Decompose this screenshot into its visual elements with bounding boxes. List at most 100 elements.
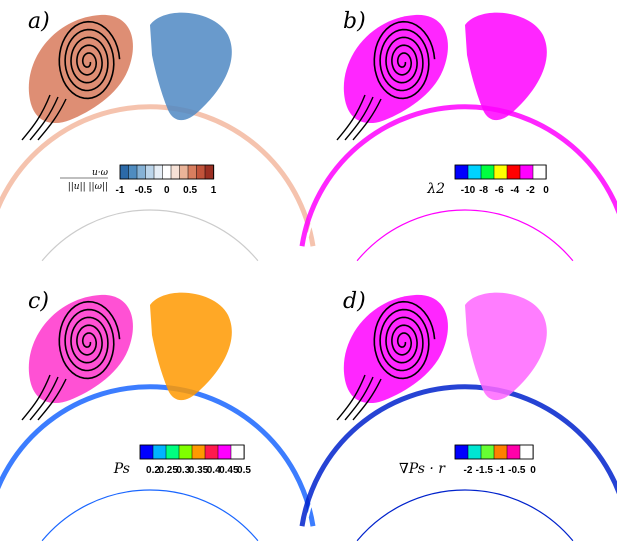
- left-vortex-region: [343, 294, 448, 404]
- colorbar-swatch: [162, 164, 172, 180]
- streamline: [336, 374, 366, 421]
- streamline: [21, 374, 51, 421]
- streamline-spiral: [373, 300, 436, 380]
- colorbar-swatch: [153, 164, 164, 180]
- colorbar-swatch: [152, 444, 167, 460]
- colorbar-swatch: [165, 444, 180, 460]
- colorbar-swatch: [139, 444, 154, 460]
- body-outline: [41, 209, 259, 262]
- colorbar-tick-label: -6: [495, 185, 504, 196]
- colorbar-tick-label: -0.5: [508, 465, 526, 476]
- streamline: [29, 96, 59, 141]
- body-outline: [356, 209, 574, 262]
- panel-label: d): [343, 289, 366, 314]
- colorbar: -2 -1.5 -1 -0.5 0 ∇Ps · r: [399, 444, 536, 477]
- colorbar-tick-label: -1.5: [476, 465, 494, 476]
- colorbar-swatch: [506, 444, 521, 460]
- body-surface: [0, 110, 309, 238]
- colorbar-title: λ2: [426, 181, 445, 197]
- body-surface: [306, 390, 617, 518]
- streamline: [336, 94, 366, 141]
- colorbar-tick-label: -8: [479, 185, 488, 196]
- colorbar-tick-label: -2: [464, 465, 473, 476]
- shear-layer-band: [299, 104, 617, 247]
- colorbar-swatch: [230, 444, 245, 460]
- colorbar-tick-label: -1: [116, 185, 125, 196]
- panel-b: b) -10 -8 -6 -4 -2 0 λ2: [299, 9, 617, 262]
- colorbar-tick-label: 0.2: [146, 465, 160, 476]
- colorbar-tick-label: 0.3: [176, 465, 190, 476]
- colorbar-tick-label: 0: [530, 465, 536, 476]
- left-vortex-region: [28, 14, 133, 124]
- colorbar-swatch: [128, 164, 138, 180]
- colorbar-tick-label: 0.35: [189, 465, 209, 476]
- colorbar-swatch: [196, 164, 206, 180]
- colorbar-swatch: [119, 164, 130, 180]
- streamline: [37, 378, 67, 421]
- panel-a: a) -1 -0.5 0 0.5 1 u·ω ||u|| ||ω||: [0, 9, 316, 262]
- colorbar-swatch: [493, 444, 508, 460]
- streamline-spiral: [58, 300, 121, 380]
- colorbar-swatch: [136, 164, 147, 180]
- right-vortex-region: [150, 292, 232, 401]
- streamline: [344, 376, 374, 421]
- colorbar-tick-label: 1: [211, 185, 217, 196]
- colorbar-frame: [454, 164, 547, 180]
- right-vortex-region: [150, 12, 232, 121]
- colorbar-swatch: [179, 164, 189, 180]
- body-outline: [356, 489, 574, 542]
- colorbar-swatch: [454, 164, 469, 180]
- colorbar-swatch: [178, 444, 193, 460]
- left-vortex-region: [343, 14, 448, 124]
- colorbar-swatch: [467, 444, 482, 460]
- colorbar-swatch: [454, 444, 469, 460]
- colorbar: 0.20.250.30.350.40.450.5 Ps: [113, 444, 251, 477]
- colorbar-swatch: [204, 164, 215, 180]
- right-vortex-region: [465, 292, 547, 401]
- colorbar-frame: [454, 444, 534, 460]
- streamline: [352, 98, 382, 141]
- colorbar: -1 -0.5 0 0.5 1 u·ω ||u|| ||ω||: [60, 164, 217, 196]
- colorbar-tick-label: -4: [510, 185, 519, 196]
- colorbar-swatch: [204, 444, 219, 460]
- colorbar-swatch: [170, 164, 181, 180]
- colorbar-tick-label: 0: [543, 185, 549, 196]
- body-surface: [306, 110, 617, 238]
- colorbar-tick-label: -2: [526, 185, 535, 196]
- right-vortex-region: [465, 12, 547, 121]
- colorbar-swatch: [217, 444, 232, 460]
- panel-label: c): [28, 289, 49, 314]
- panel-label: b): [343, 9, 366, 34]
- panel-d: d) -2 -1.5 -1 -0.5 0 ∇Ps · r: [299, 289, 617, 542]
- colorbar-swatch: [519, 164, 534, 180]
- colorbar-swatch: [480, 444, 495, 460]
- colorbar-tick-label: 0.4: [207, 465, 221, 476]
- colorbar-swatch: [145, 164, 155, 180]
- streamline-spiral: [373, 20, 436, 100]
- colorbar-tick-label: -1: [496, 465, 505, 476]
- colorbar-swatch: [467, 164, 482, 180]
- streamline: [352, 378, 382, 421]
- colorbar-tick-label: 0.5: [237, 465, 251, 476]
- streamline: [29, 376, 59, 421]
- colorbar-swatch: [506, 164, 521, 180]
- shear-layer-band: [299, 384, 617, 527]
- body-outline: [41, 489, 259, 542]
- colorbar-frame: [119, 164, 214, 180]
- colorbar-title-numerator: u·ω: [92, 168, 109, 178]
- colorbar-swatch: [532, 164, 547, 180]
- colorbar: -10 -8 -6 -4 -2 0 λ2: [426, 164, 549, 197]
- colorbar-title: Ps: [113, 461, 130, 477]
- streamline-spiral: [58, 20, 121, 100]
- colorbar-title-denominator: ||u|| ||ω||: [68, 182, 108, 192]
- colorbar-tick-label: 0.45: [219, 465, 239, 476]
- colorbar-tick-label: -10: [461, 185, 476, 196]
- colorbar-tick-label: -0.5: [135, 185, 153, 196]
- shear-layer-band: [0, 104, 316, 247]
- colorbar-frame: [139, 444, 245, 460]
- shear-layer-band: [0, 384, 316, 527]
- body-surface: [0, 390, 309, 518]
- colorbar-tick-label: 0: [164, 185, 170, 196]
- colorbar-swatch: [191, 444, 206, 460]
